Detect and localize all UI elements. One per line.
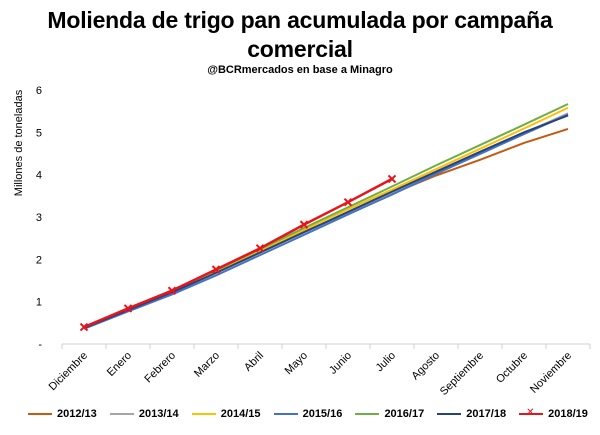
legend: 2012/13 2013/14 2014/15 2015/16 2016/17 2017/… bbox=[28, 407, 588, 420]
series-point-2018-19 bbox=[123, 304, 133, 313]
legend-item: 2016/17 bbox=[355, 408, 424, 420]
y-tick-label: 4 bbox=[36, 170, 42, 182]
legend-swatch bbox=[191, 413, 216, 415]
series-line-2018-19 bbox=[83, 177, 393, 329]
series-line-2017-18 bbox=[83, 114, 569, 329]
y-tick-label: 2 bbox=[36, 254, 42, 266]
x-tick-label: Octubre bbox=[494, 350, 530, 386]
x-tick-label: Febrero bbox=[142, 350, 178, 386]
x-tick-label: Marzo bbox=[192, 350, 222, 380]
legend-item: 2015/16 bbox=[273, 408, 343, 420]
legend-swatch bbox=[28, 413, 52, 415]
legend-label: 2012/13 bbox=[57, 408, 97, 420]
legend-swatch bbox=[273, 413, 298, 415]
y-tick-label: 6 bbox=[36, 85, 42, 97]
x-tick-label: Julio bbox=[374, 350, 398, 374]
x-tick-label: Septiembre bbox=[438, 350, 486, 398]
series-line-2015-16 bbox=[83, 113, 569, 330]
chart-subtitle: @BCRmercados en base a Minagro bbox=[207, 64, 393, 76]
legend-label: 2015/16 bbox=[302, 408, 343, 420]
y-tick-label: - bbox=[38, 339, 42, 351]
legend-label: 2016/17 bbox=[384, 408, 425, 420]
x-tick-label: Abril bbox=[242, 350, 266, 374]
series-point-2018-19 bbox=[79, 322, 89, 332]
series-point-2018-19 bbox=[387, 174, 397, 184]
series-point-2018-19 bbox=[211, 265, 221, 274]
legend-item: 2017/18 bbox=[437, 408, 506, 420]
x-tick-label: Agosto bbox=[409, 350, 442, 383]
legend-swatch bbox=[437, 413, 462, 415]
legend-label: 2017/18 bbox=[466, 408, 507, 420]
x-tick-label: Diciembre bbox=[47, 350, 90, 393]
legend-swatch bbox=[519, 407, 544, 419]
series-point-2018-19 bbox=[167, 286, 177, 295]
series-point-2018-19 bbox=[255, 244, 265, 253]
legend-item: 2013/14 bbox=[109, 408, 179, 420]
legend-swatch bbox=[109, 413, 134, 415]
legend-label: 2018/19 bbox=[548, 408, 588, 420]
chart-title: Molienda de trigo pan acumulada por camp… bbox=[47, 7, 553, 62]
legend-item: 2014/15 bbox=[191, 408, 261, 420]
y-tick-label: 1 bbox=[36, 297, 42, 309]
legend-item: 2018/19 bbox=[519, 407, 588, 420]
legend-swatch bbox=[355, 413, 380, 415]
series-point-2018-19 bbox=[299, 220, 309, 229]
x-tick-label: Enero bbox=[105, 350, 134, 379]
series-point-2018-19 bbox=[343, 197, 353, 207]
y-tick-label: 3 bbox=[36, 212, 42, 224]
x-tick-label: Mayo bbox=[283, 350, 311, 378]
series-lines bbox=[79, 103, 569, 332]
y-axis-label: Millones de toneladas bbox=[13, 89, 25, 196]
legend-label: 2014/15 bbox=[220, 408, 261, 420]
x-tick-label: Junio bbox=[327, 350, 354, 377]
series-line-2016-17 bbox=[83, 103, 569, 328]
x-tick-label: Noviembre bbox=[528, 350, 574, 396]
legend-item: 2012/13 bbox=[28, 408, 97, 420]
legend-label: 2013/14 bbox=[138, 408, 179, 420]
y-tick-label: 5 bbox=[36, 127, 42, 139]
